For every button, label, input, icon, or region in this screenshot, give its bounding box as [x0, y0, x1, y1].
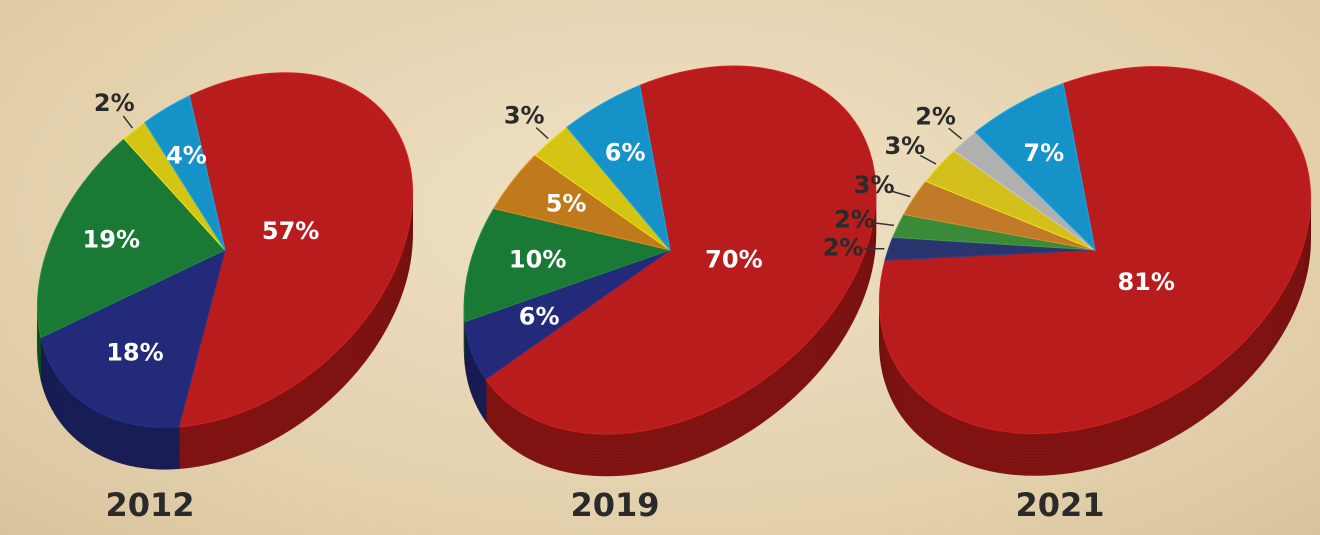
pie-slice	[463, 207, 672, 323]
value-label: 6%	[519, 302, 560, 330]
value-label: 2%	[915, 102, 956, 130]
value-label: 2%	[94, 89, 135, 117]
leader-line	[874, 222, 895, 227]
value-label: 3%	[504, 102, 545, 130]
pie-slice	[40, 249, 226, 428]
leader-line	[920, 154, 937, 165]
value-label: 3%	[854, 171, 895, 199]
chart-title: 2019	[570, 486, 659, 524]
pie-slice	[178, 72, 414, 428]
value-label: 19%	[83, 226, 140, 254]
value-label: 57%	[262, 217, 319, 245]
chart-title: 2012	[105, 486, 194, 524]
value-label: 7%	[1023, 139, 1064, 167]
value-label: 3%	[884, 132, 925, 160]
pie-top	[36, 72, 414, 428]
value-label: 2%	[834, 206, 875, 234]
pie-slice	[144, 95, 226, 251]
pie-slice	[566, 84, 671, 252]
value-label: 5%	[546, 189, 587, 217]
pie-slice	[974, 82, 1096, 252]
value-label: 6%	[605, 139, 646, 167]
pie-top	[878, 66, 1312, 434]
pie-top	[463, 65, 877, 435]
chart-title: 2021	[1015, 486, 1104, 524]
value-label: 4%	[166, 141, 207, 169]
leader-line	[892, 190, 911, 198]
pie-slice	[878, 66, 1312, 434]
leader-line	[122, 115, 134, 129]
value-label: 18%	[106, 338, 163, 366]
leader-line	[948, 127, 963, 140]
leader-line	[535, 127, 549, 140]
pie-slice	[36, 138, 226, 339]
value-label: 81%	[1117, 268, 1174, 296]
pie-slice	[484, 65, 877, 435]
value-label: 10%	[509, 245, 566, 273]
value-label: 70%	[705, 246, 762, 274]
value-label: 2%	[823, 234, 864, 262]
